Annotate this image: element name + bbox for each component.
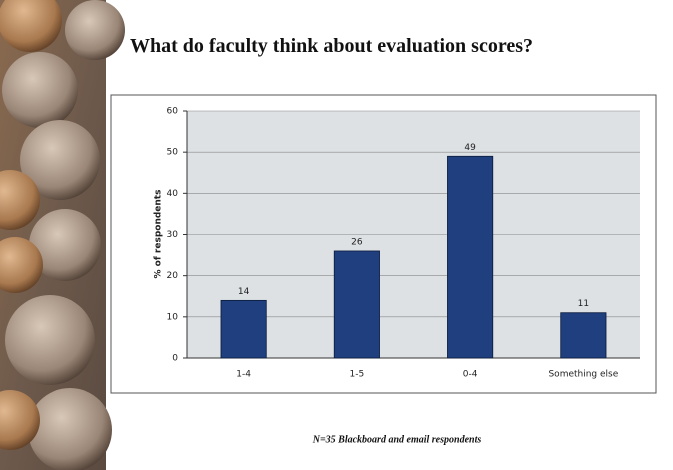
y-tick-label: 10 (167, 312, 179, 322)
coin-strip (0, 0, 125, 470)
data-label: 26 (351, 237, 363, 247)
bar (333, 250, 380, 359)
y-tick-label: 0 (172, 354, 178, 364)
data-label: 49 (464, 143, 476, 153)
bar (560, 312, 607, 359)
y-tick-label: 50 (167, 148, 179, 158)
y-tick-label: 30 (167, 230, 179, 240)
chart-title: What do faculty think about evaluation s… (130, 35, 533, 57)
data-label: 14 (238, 287, 250, 297)
x-tick-label: 0-4 (463, 370, 478, 380)
bar (447, 155, 494, 359)
x-tick-label: Something else (548, 370, 618, 380)
y-tick-label: 40 (167, 189, 179, 199)
x-tick-label: 1-5 (350, 370, 365, 380)
y-tick-label: 60 (167, 107, 179, 117)
plot: 0 10 20 30 40 50 60 1-4 14 1-5 26 0-4 49 Something el… (167, 107, 640, 380)
y-tick-label: 20 (167, 271, 179, 281)
y-axis-label: % of respondents (154, 190, 164, 279)
data-label: 11 (578, 299, 589, 309)
x-tick-label: 1-4 (236, 370, 251, 380)
annotation: N=35 Blackboard and email respondents (312, 434, 482, 445)
bar (220, 299, 267, 359)
